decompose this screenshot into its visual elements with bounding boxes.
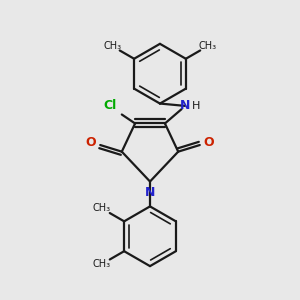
Text: H: H — [192, 101, 200, 111]
Text: O: O — [204, 136, 214, 149]
Text: N: N — [180, 99, 190, 112]
Text: CH₃: CH₃ — [93, 203, 111, 213]
Text: O: O — [85, 136, 96, 149]
Text: CH₃: CH₃ — [103, 41, 122, 51]
Text: Cl: Cl — [103, 99, 117, 112]
Text: CH₃: CH₃ — [198, 41, 216, 51]
Text: N: N — [145, 185, 155, 199]
Text: CH₃: CH₃ — [93, 259, 111, 269]
